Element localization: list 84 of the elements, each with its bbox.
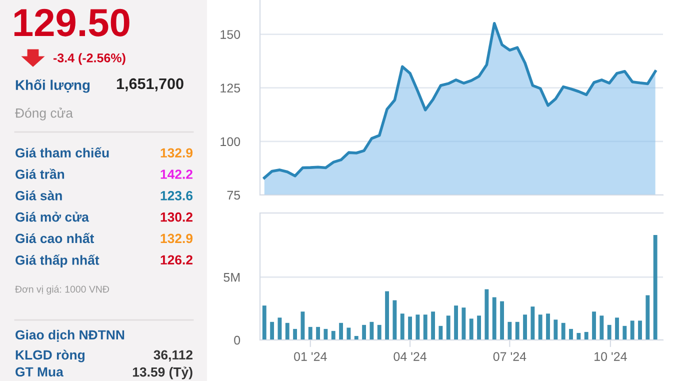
bar [293,328,298,340]
x-tick-label: 04 '24 [394,352,426,361]
bar [400,314,404,340]
bar [300,312,305,340]
text: 129.50 [14,8,130,36]
y-tick-label: 100 [220,137,240,146]
text: Giá tham chiếu [16,147,109,158]
bar [462,308,466,340]
bar [530,306,535,340]
bar [554,320,558,340]
bar [446,316,450,340]
bar [630,320,634,340]
x-tick-label: 07 '24 [493,352,526,361]
bar [546,314,550,340]
bar [469,318,474,340]
y-tick-label: 125 [220,84,240,93]
bar [316,326,320,340]
text: 130.2 [160,212,192,222]
bar [484,289,489,340]
text: Đơn vị giá: 1000 VNĐ [15,285,109,295]
bar [346,328,351,340]
text: 126.2 [160,255,192,265]
bar [576,332,581,340]
y-tick-label: 75 [227,190,240,200]
y-tick-label: 150 [220,30,240,39]
text: Đóng cửa [15,108,73,120]
bar [584,332,588,340]
x-tick-label: 01 '24 [294,352,327,361]
bar [362,324,366,340]
bar [653,235,658,340]
text: 142.2 [160,170,192,179]
text: Giá cao nhất [16,232,94,244]
bar [615,318,619,340]
text: Giá trần [16,168,64,179]
bar [515,322,520,340]
bar [285,322,290,340]
text: -3.4 (-2.56%) [53,53,126,65]
text: 13.59 (Tỷ) [132,366,192,380]
bar [454,306,458,340]
bar [324,328,328,340]
bar [622,326,627,340]
bar [416,314,420,340]
bar [638,320,642,340]
bar [492,297,496,340]
bar [646,295,650,340]
bar [270,322,274,340]
y-tick-label: 0 [234,336,240,345]
text: 123.6 [160,191,193,200]
y-tick-label: 5M [224,273,240,282]
text: GT Mua [16,367,64,377]
bar [339,322,344,340]
bar [561,322,566,340]
bar [592,312,596,340]
text: KLGD ròng [16,350,84,362]
text: 1,651,700 [117,78,184,92]
bar [569,328,573,340]
bar [523,314,527,340]
x-tick-label: 10 '24 [594,352,627,361]
bar [392,300,397,340]
text: 132.9 [160,234,193,244]
bar [538,314,542,340]
bar [500,301,504,340]
bar [331,330,336,340]
text: Giá thấp nhất [16,254,100,268]
bar [370,322,374,340]
bar [600,316,604,340]
text: 132.9 [160,148,193,158]
bar [278,318,282,340]
bar [477,316,481,340]
bar [607,324,612,340]
bar [262,306,266,340]
bar [408,316,412,340]
bar [385,291,390,340]
text: Giao dịch NĐTNN [16,330,124,342]
text: 36,112 [154,350,192,362]
bar [377,324,382,340]
bar [508,322,512,340]
bar [438,326,443,340]
text: Giá mở cửa [16,212,90,222]
bar [431,312,435,340]
bar [308,326,312,340]
text: Khối lượng [16,79,90,93]
text: Giá sàn [16,190,62,200]
bar [423,314,428,340]
